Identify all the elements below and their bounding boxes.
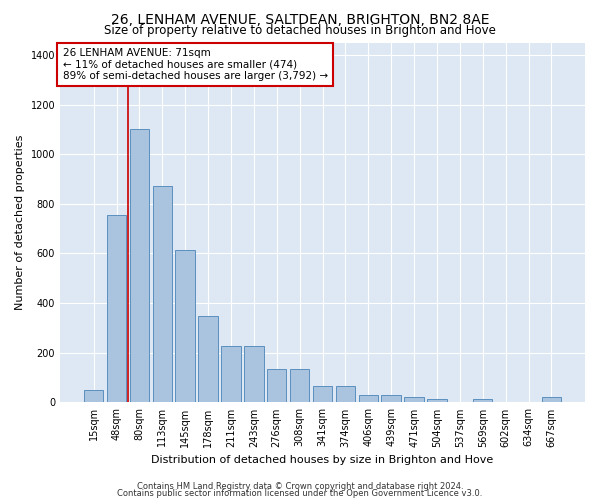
Bar <box>427 398 446 402</box>
Text: 26, LENHAM AVENUE, SALTDEAN, BRIGHTON, BN2 8AE: 26, LENHAM AVENUE, SALTDEAN, BRIGHTON, B… <box>111 12 489 26</box>
Text: 26 LENHAM AVENUE: 71sqm
← 11% of detached houses are smaller (474)
89% of semi-d: 26 LENHAM AVENUE: 71sqm ← 11% of detache… <box>62 48 328 81</box>
Bar <box>244 346 263 403</box>
Bar <box>175 250 195 402</box>
Bar <box>267 369 286 402</box>
Bar <box>221 346 241 403</box>
Bar <box>313 386 332 402</box>
Text: Contains public sector information licensed under the Open Government Licence v3: Contains public sector information licen… <box>118 489 482 498</box>
Bar <box>382 395 401 402</box>
Bar <box>404 398 424 402</box>
Bar <box>199 316 218 402</box>
Bar <box>359 395 378 402</box>
X-axis label: Distribution of detached houses by size in Brighton and Hove: Distribution of detached houses by size … <box>151 455 494 465</box>
Y-axis label: Number of detached properties: Number of detached properties <box>15 135 25 310</box>
Bar <box>107 215 126 402</box>
Bar <box>130 130 149 402</box>
Bar <box>335 386 355 402</box>
Text: Contains HM Land Registry data © Crown copyright and database right 2024.: Contains HM Land Registry data © Crown c… <box>137 482 463 491</box>
Text: Size of property relative to detached houses in Brighton and Hove: Size of property relative to detached ho… <box>104 24 496 37</box>
Bar <box>473 398 493 402</box>
Bar <box>152 186 172 402</box>
Bar <box>290 369 310 402</box>
Bar <box>542 398 561 402</box>
Bar <box>84 390 103 402</box>
